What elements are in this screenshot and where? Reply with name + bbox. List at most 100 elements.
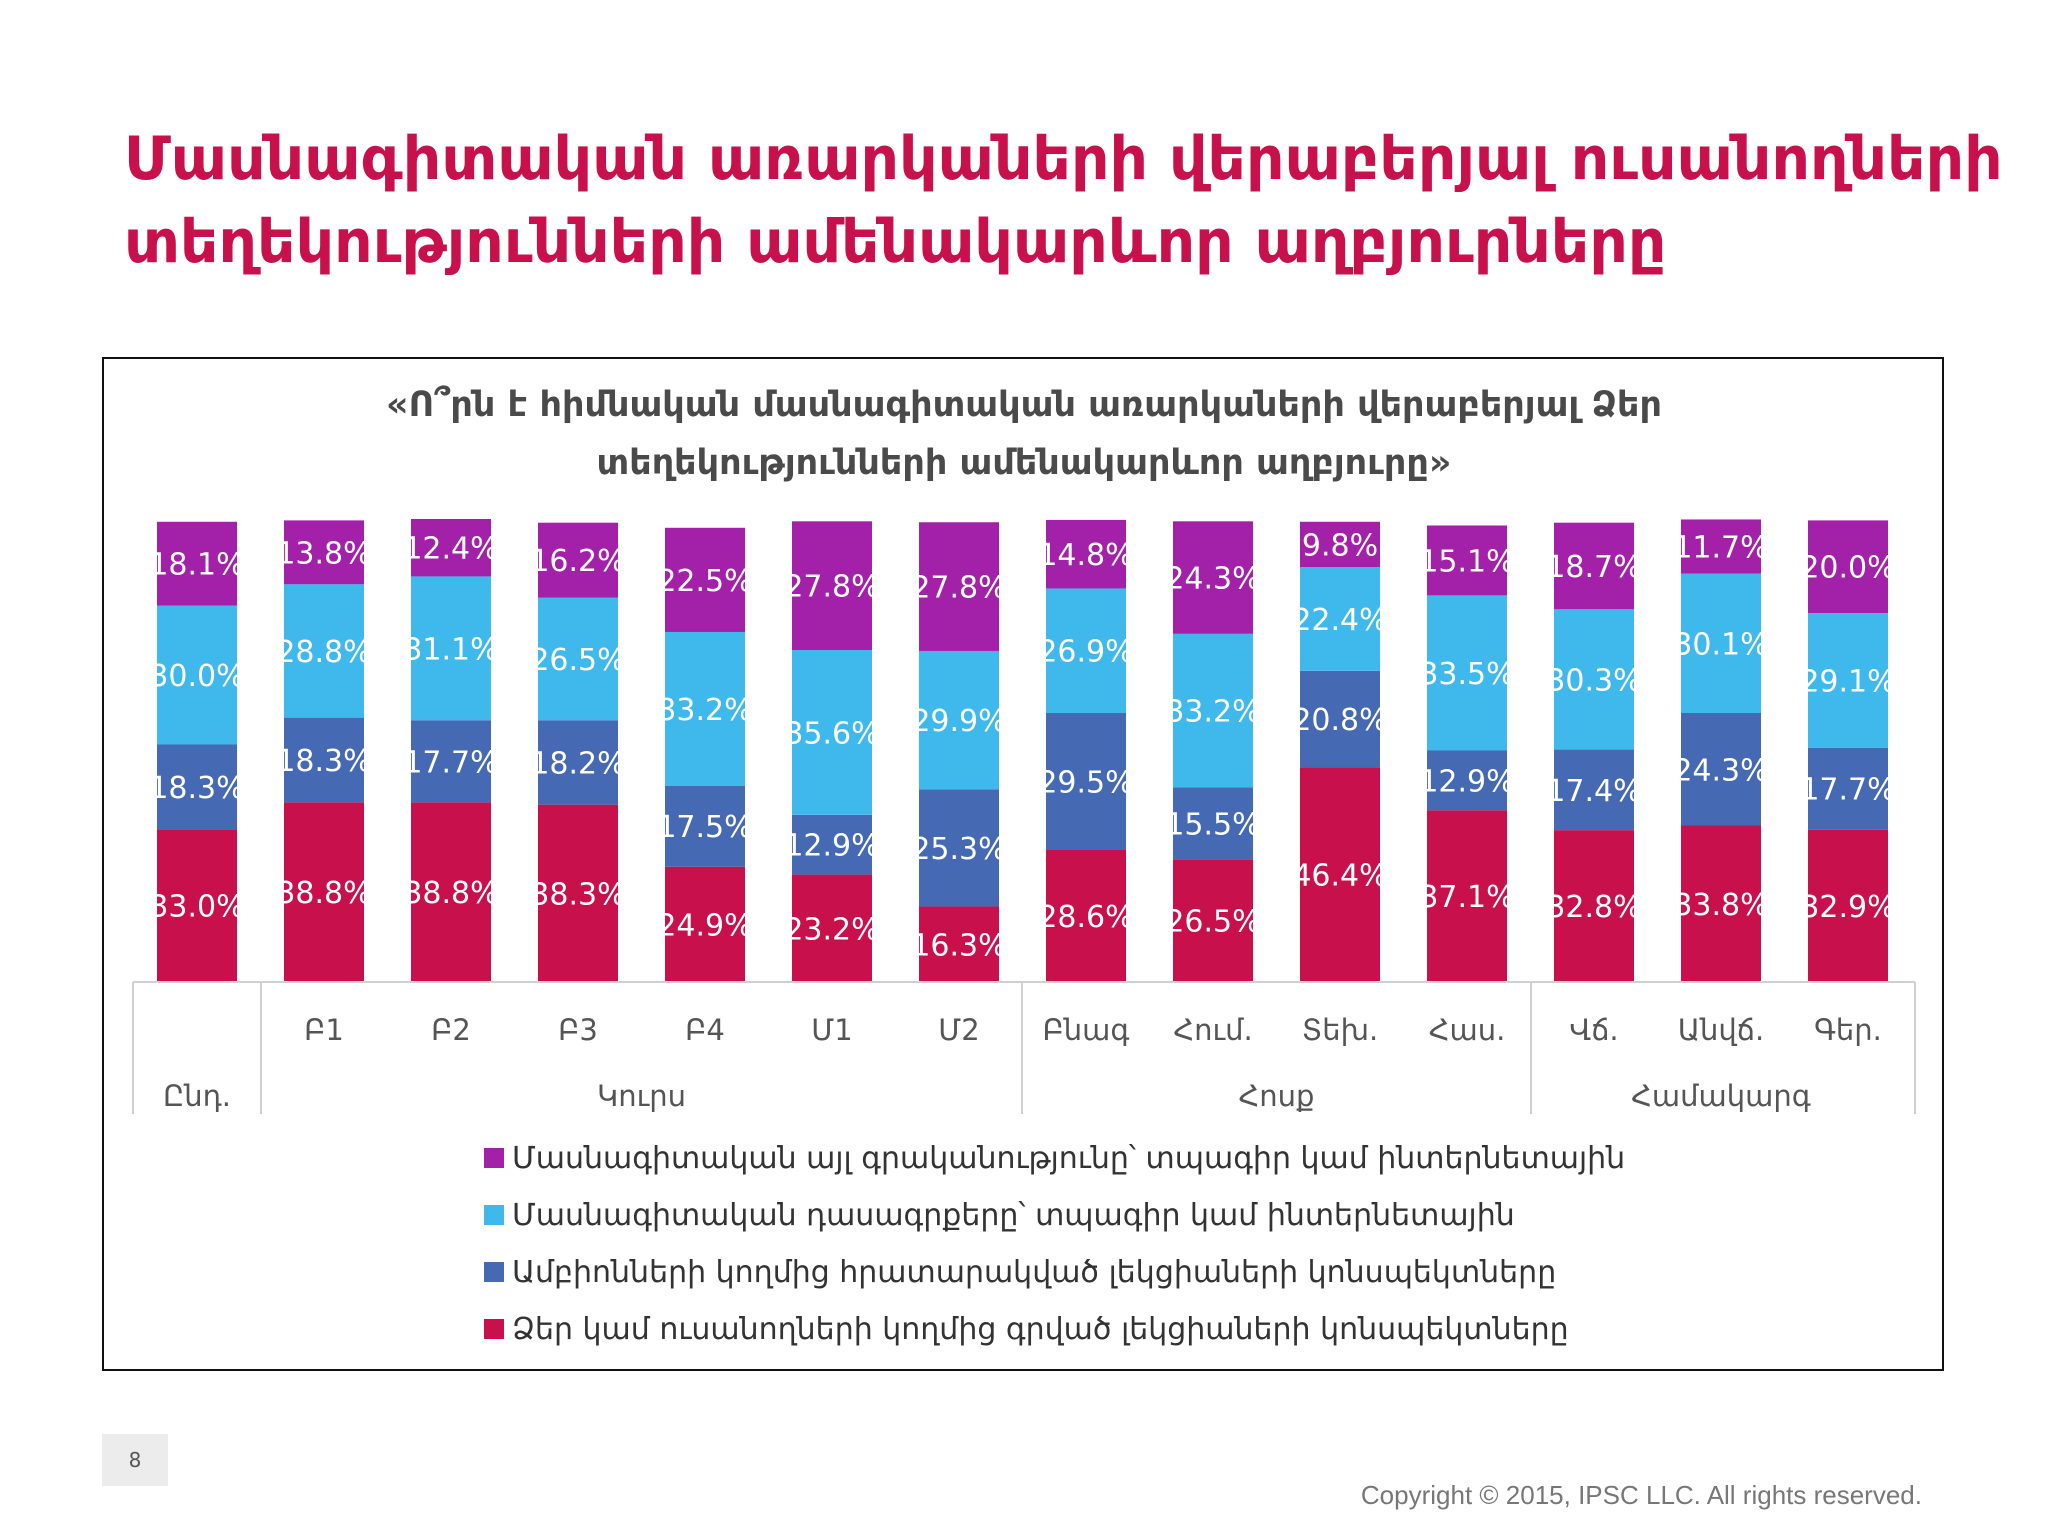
data-label-s0-c2: 38.8%	[403, 876, 498, 911]
bar-segment-s0-c13	[1808, 829, 1888, 982]
category-label-10: Հաս.	[1429, 1013, 1506, 1047]
data-label-s0-c12: 33.8%	[1673, 888, 1768, 923]
bar-segment-s0-c9	[1300, 767, 1380, 982]
bar-segment-s2-c4	[665, 631, 745, 786]
data-label-s1-c12: 24.3%	[1673, 753, 1768, 788]
legend-label-1: Ամբիոնների կողմից հրատարակված լեկցիաների…	[512, 1255, 1556, 1290]
bar-segment-s2-c10	[1427, 595, 1507, 751]
bar-segment-s3-c12	[1681, 519, 1761, 574]
category-label-3: Բ3	[558, 1013, 598, 1047]
data-label-s0-c4: 24.9%	[657, 908, 752, 943]
bar-segment-s2-c13	[1808, 612, 1888, 748]
data-label-s0-c0: 33.0%	[149, 890, 244, 925]
data-label-s3-c3: 16.2%	[530, 544, 625, 579]
bar-segment-s3-c8	[1173, 521, 1253, 634]
bar-segment-s3-c7	[1046, 519, 1126, 589]
bar-segment-s1-c10	[1427, 750, 1507, 811]
bar-segment-s0-c6	[919, 906, 999, 982]
bar-segment-s2-c5	[792, 650, 872, 815]
data-label-s3-c0: 18.1%	[149, 548, 244, 583]
data-label-s0-c1: 38.8%	[276, 876, 371, 911]
bar-segment-s1-c3	[538, 720, 618, 805]
bar-segment-s0-c8	[1173, 859, 1253, 982]
bar-segment-s1-c9	[1300, 670, 1380, 768]
bar-segment-s3-c4	[665, 527, 745, 632]
data-label-s0-c13: 32.9%	[1800, 890, 1895, 925]
bar-segment-s3-c13	[1808, 520, 1888, 613]
slide-title-line-1: Մասնագիտական առարկաների վերաբերյալ ուսան…	[124, 124, 2003, 194]
bar-segment-s0-c12	[1681, 825, 1761, 982]
chart-title-line-2: տեղեկությունների ամենակարևոր աղբյուրը»	[596, 443, 1452, 483]
data-label-s3-c12: 11.7%	[1673, 531, 1768, 566]
data-label-s2-c2: 31.1%	[403, 632, 498, 667]
category-label-11: Վճ.	[1569, 1013, 1618, 1047]
bar-segment-s2-c8	[1173, 633, 1253, 788]
category-label-1: Բ1	[304, 1013, 344, 1047]
category-group-label-0: Ընդ.	[163, 1079, 231, 1113]
data-label-s1-c13: 17.7%	[1800, 773, 1895, 808]
data-label-s3-c10: 15.1%	[1419, 544, 1514, 579]
data-label-s3-c4: 22.5%	[657, 564, 752, 599]
category-label-6: Մ2	[938, 1013, 979, 1047]
bar-segment-s3-c10	[1427, 525, 1507, 596]
data-label-s2-c11: 30.3%	[1546, 663, 1641, 698]
category-label-12: Անվճ.	[1678, 1013, 1764, 1047]
bar-segment-s2-c1	[284, 584, 364, 718]
category-group-label-1: Կուրս	[597, 1079, 686, 1113]
bar-segment-s2-c12	[1681, 573, 1761, 713]
data-label-s1-c2: 17.7%	[403, 745, 498, 780]
data-label-s2-c4: 33.2%	[657, 693, 752, 728]
bar-segment-s0-c4	[665, 866, 745, 982]
data-label-s1-c4: 17.5%	[657, 810, 752, 845]
category-group-label-2: Հոսք	[1239, 1079, 1315, 1113]
data-label-s3-c8: 24.3%	[1165, 562, 1260, 597]
slide-title-line-2: տեղեկությունների ամենակարևոր աղբյուրները	[124, 207, 1667, 277]
bar-segment-s0-c1	[284, 802, 364, 982]
category-label-8: Հում.	[1173, 1013, 1252, 1047]
data-label-s1-c1: 18.3%	[276, 744, 371, 779]
legend-swatch-0	[484, 1319, 504, 1339]
data-label-s1-c10: 12.9%	[1419, 764, 1514, 799]
copyright-notice: Copyright © 2015, IPSC LLC. All rights r…	[1360, 1480, 1922, 1510]
page-number: 8	[102, 1434, 168, 1486]
bar-segment-s3-c3	[538, 522, 618, 598]
data-label-s2-c6: 29.9%	[911, 704, 1006, 739]
data-label-s3-c6: 27.8%	[911, 571, 1006, 606]
legend-swatch-2	[484, 1205, 504, 1225]
category-label-5: Մ1	[811, 1013, 852, 1047]
category-label-13: Գեր.	[1814, 1013, 1882, 1047]
data-label-s3-c13: 20.0%	[1800, 551, 1895, 586]
category-label-9: Տեխ.	[1302, 1013, 1378, 1047]
chart-frame	[102, 357, 1944, 1371]
data-label-s2-c7: 26.9%	[1038, 635, 1133, 670]
bar-segment-s0-c7	[1046, 849, 1126, 982]
category-label-7: Բնագ	[1043, 1013, 1130, 1047]
bar-segment-s3-c6	[919, 522, 999, 651]
bar-segment-s1-c7	[1046, 712, 1126, 850]
data-label-s1-c6: 25.3%	[911, 832, 1006, 867]
bar-segment-s0-c3	[538, 804, 618, 982]
data-label-s3-c9: 9.8%	[1302, 528, 1378, 563]
data-label-s3-c1: 13.8%	[276, 536, 371, 571]
data-label-s2-c13: 29.1%	[1800, 664, 1895, 699]
bar-segment-s0-c10	[1427, 810, 1507, 982]
bar-segment-s1-c11	[1554, 749, 1634, 831]
data-label-s0-c7: 28.6%	[1038, 900, 1133, 935]
bar-segment-s1-c0	[157, 744, 237, 830]
bar-segment-s2-c3	[538, 597, 618, 721]
data-label-s2-c1: 28.8%	[276, 635, 371, 670]
data-label-s0-c8: 26.5%	[1165, 905, 1260, 940]
data-label-s1-c0: 18.3%	[149, 771, 244, 806]
legend-label-0: Ձեր կամ ուսանողների կողմից գրված լեկցիան…	[512, 1312, 1569, 1347]
bar-segment-s0-c11	[1554, 830, 1634, 982]
bar-segment-s2-c0	[157, 605, 237, 745]
category-label-2: Բ2	[431, 1013, 471, 1047]
bar-segment-s1-c8	[1173, 787, 1253, 860]
data-label-s1-c3: 18.2%	[530, 747, 625, 782]
data-label-s3-c7: 14.8%	[1038, 538, 1133, 573]
bar-segment-s2-c11	[1554, 609, 1634, 750]
data-label-s2-c9: 22.4%	[1292, 603, 1387, 638]
bar-segment-s3-c9	[1300, 521, 1380, 568]
data-label-s2-c8: 33.2%	[1165, 695, 1260, 730]
